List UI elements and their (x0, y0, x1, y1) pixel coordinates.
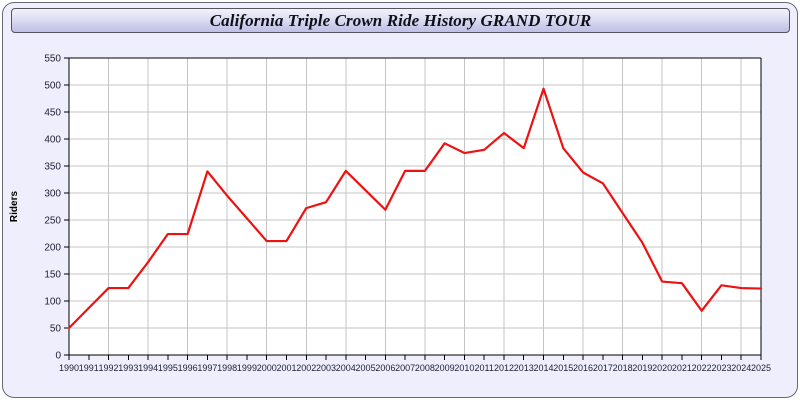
x-tick-label: 2006 (375, 363, 395, 373)
plot-area: 0 50 100 150 200 250 300 350 400 450 500 550 1990 19… (3, 37, 797, 397)
x-tick-label: 1991 (79, 363, 99, 373)
x-tick-label: 2001 (276, 363, 296, 373)
x-tick-label: 2013 (514, 363, 534, 373)
x-axis-tick-labels: 1990 1991 1992 1993 1994 1995 1996 1997 1998 1999… (59, 363, 771, 373)
x-tick-label: 2012 (494, 363, 514, 373)
x-tick-label: 2020 (652, 363, 672, 373)
y-tick-label: 100 (44, 297, 61, 308)
plot-background (69, 58, 761, 355)
x-tick-label: 1993 (118, 363, 138, 373)
x-axis-ticks (68, 355, 762, 360)
y-tick-label: 300 (44, 189, 61, 200)
x-tick-label: 2019 (632, 363, 652, 373)
y-tick-label: 450 (44, 108, 61, 119)
x-tick-label: 2005 (356, 363, 376, 373)
y-axis-title: Riders (9, 191, 20, 223)
page-title: California Triple Crown Ride History GRA… (209, 10, 592, 30)
x-tick-label: 1997 (197, 363, 217, 373)
y-tick-label: 500 (44, 81, 61, 92)
y-tick-label: 200 (44, 243, 61, 254)
y-tick-label: 0 (55, 351, 61, 362)
x-tick-label: 2007 (395, 363, 415, 373)
x-tick-label: 1998 (217, 363, 237, 373)
y-tick-label: 50 (50, 324, 62, 335)
x-tick-label: 2011 (475, 363, 494, 373)
gridlines (69, 58, 761, 355)
x-tick-label: 2016 (573, 363, 593, 373)
chart-title-bar: California Triple Crown Ride History GRA… (11, 8, 790, 33)
x-tick-label: 2004 (336, 363, 356, 373)
x-tick-label: 2018 (613, 363, 633, 373)
x-tick-label: 2010 (454, 363, 474, 373)
y-axis-title-text: Riders (9, 191, 20, 223)
x-tick-label: 2025 (751, 363, 771, 373)
axis-lines (68, 57, 762, 356)
y-tick-label: 400 (44, 135, 61, 146)
x-tick-label: 2000 (257, 363, 277, 373)
y-axis-tick-labels: 0 50 100 150 200 250 300 350 400 450 500 550 (44, 54, 61, 362)
series-line-riders[interactable] (67, 87, 763, 330)
x-tick-label: 1996 (178, 363, 198, 373)
plot-background-rect (69, 58, 761, 355)
x-tick-label: 2002 (296, 363, 316, 373)
x-tick-label: 2014 (533, 363, 553, 373)
y-axis-ticks (64, 57, 69, 356)
x-tick-label: 2008 (415, 363, 435, 373)
x-tick-label: 2021 (672, 363, 692, 373)
x-tick-label: 1992 (99, 363, 119, 373)
x-tick-label: 2009 (435, 363, 455, 373)
x-tick-label: 1995 (158, 363, 178, 373)
x-tick-label: 2022 (692, 363, 712, 373)
y-tick-label: 350 (44, 162, 61, 173)
x-tick-label: 1994 (138, 363, 158, 373)
x-tick-label: 2024 (731, 363, 751, 373)
x-tick-label: 1990 (59, 363, 79, 373)
x-tick-label: 2015 (553, 363, 573, 373)
x-tick-label: 2017 (593, 363, 613, 373)
x-tick-label: 1999 (237, 363, 257, 373)
x-tick-label: 2023 (711, 363, 731, 373)
y-tick-label: 250 (44, 216, 61, 227)
y-tick-label: 550 (44, 54, 61, 65)
y-tick-label: 150 (44, 270, 61, 281)
x-tick-label: 2003 (316, 363, 336, 373)
data-series-group[interactable] (67, 87, 763, 330)
